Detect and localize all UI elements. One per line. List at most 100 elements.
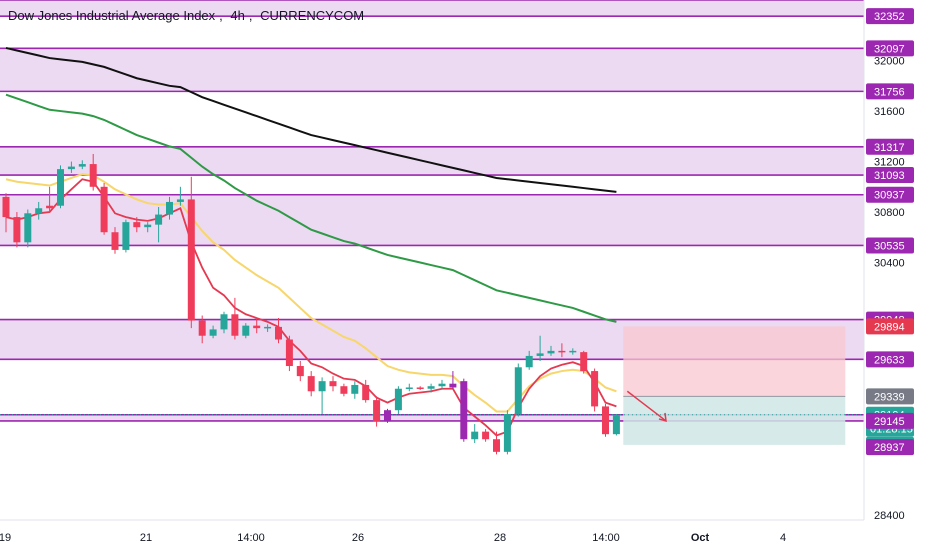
candle-body-6 (67, 166, 75, 170)
candle-body-32 (351, 384, 359, 394)
candle-body-43 (471, 431, 479, 440)
candle-body-48 (525, 355, 533, 368)
candle-body-35 (384, 410, 391, 422)
candle-body-30 (329, 381, 337, 387)
candle-body-0 (2, 196, 10, 218)
x-tick-label-1: 21 (140, 532, 152, 544)
x-tick-label-4: 28 (494, 532, 506, 544)
candle-body-2 (24, 213, 32, 243)
candle-body-11 (122, 222, 130, 250)
candle-body-36 (394, 388, 402, 411)
candle-body-56 (612, 414, 620, 435)
legend-source: CURRENCYCOM (260, 8, 365, 23)
price-label-bg-12 (866, 412, 914, 429)
legend-interval: 4h (230, 8, 245, 23)
projection-arrow-line (626, 390, 667, 422)
price-label-6: 30535 (874, 240, 905, 252)
y-tick-label-1: 31600 (874, 106, 905, 118)
price-label-bg-10 (866, 388, 914, 405)
candle-body-34 (373, 400, 381, 422)
candle-body-38 (416, 387, 424, 389)
candle-body-37 (405, 387, 413, 389)
candle-body-19 (209, 329, 217, 336)
candle-body-1 (13, 217, 21, 243)
x-tick-label-2: 14:00 (237, 532, 265, 544)
price-label-bg-8 (866, 318, 914, 335)
candle-body-12 (133, 222, 141, 228)
ema-fast-line (5, 178, 617, 437)
price-label-bg-14 (866, 439, 914, 456)
candle-body-42 (460, 381, 468, 440)
price-label-bg-0 (866, 8, 914, 25)
candle-body-7 (78, 164, 86, 167)
x-tick-label-5: 14:00 (592, 532, 620, 544)
candle-body-3 (35, 208, 43, 214)
ema-mid-line (5, 173, 617, 413)
candle-body-10 (111, 232, 119, 250)
candle-body-28 (307, 376, 315, 392)
candle-body-13 (144, 224, 152, 228)
price-label-14: 28937 (874, 442, 905, 454)
candle-body-51 (558, 350, 566, 353)
price-label-bg-9 (866, 351, 914, 368)
price-label-bg-4 (866, 167, 914, 184)
candle-body-52 (569, 350, 577, 353)
candle-body-54 (591, 371, 599, 407)
zone-1 (0, 48, 864, 92)
price-label-bg-6 (866, 237, 914, 254)
candle-body-14 (155, 214, 163, 225)
position-stop-zone (623, 326, 846, 397)
y-tick-label-3: 30800 (874, 207, 905, 219)
candle-body-45 (493, 439, 500, 452)
candle-body-29 (318, 381, 326, 392)
price-label-8: 29894 (874, 321, 905, 333)
candle-body-40 (438, 383, 446, 387)
x-tick-label-0: 19 (0, 532, 11, 544)
candle-body-15 (166, 201, 173, 215)
x-tick-label-7: 4 (780, 532, 786, 544)
candle-body-47 (514, 367, 522, 414)
price-label-bg-2 (866, 83, 914, 100)
candle-body-17 (187, 199, 195, 321)
price-label-9: 29633 (874, 354, 905, 366)
price-label-bg-1 (866, 40, 914, 57)
x-tick-label-3: 26 (352, 532, 364, 544)
candle-body-53 (580, 352, 588, 372)
price-label-10: 29339 (874, 391, 905, 403)
price-label-bg-5 (866, 186, 914, 203)
y-tick-label-4: 30400 (874, 258, 905, 270)
candle-body-9 (100, 186, 108, 233)
zone-5 (0, 414, 864, 421)
candle-body-22 (242, 325, 250, 336)
x-tick-label-6: Oct (691, 532, 710, 544)
position-target-zone (623, 396, 846, 445)
chart-legend: Dow Jones Industrial Average Index, 4h, … (8, 8, 365, 23)
candle-body-33 (362, 384, 370, 401)
price-label-1: 32097 (874, 43, 905, 55)
zone-2 (0, 146, 864, 176)
candle-body-18 (198, 320, 206, 336)
ema-slowest-line (5, 46, 617, 193)
candle-body-4 (46, 205, 54, 209)
price-label-2: 31756 (874, 86, 905, 98)
legend-symbol: Dow Jones Industrial Average Index (8, 8, 216, 23)
candle-body-55 (602, 406, 609, 435)
y-tick-label-5: 28400 (874, 510, 905, 522)
candle-body-23 (253, 325, 261, 329)
zone-3 (0, 194, 864, 246)
candle-body-39 (427, 386, 435, 389)
candle-body-49 (536, 353, 544, 356)
candle-body-26 (285, 339, 293, 367)
candle-body-46 (503, 413, 511, 452)
candle-body-20 (220, 314, 228, 330)
candle-body-50 (547, 350, 555, 354)
candle-body-16 (176, 199, 184, 202)
y-tick-label-0: 32000 (874, 56, 905, 68)
candle-body-24 (264, 326, 272, 329)
price-label-0: 32352 (874, 11, 905, 23)
price-label-4: 31093 (874, 170, 905, 182)
candle-body-41 (449, 383, 457, 388)
price-label-12: 29145 (874, 416, 905, 428)
